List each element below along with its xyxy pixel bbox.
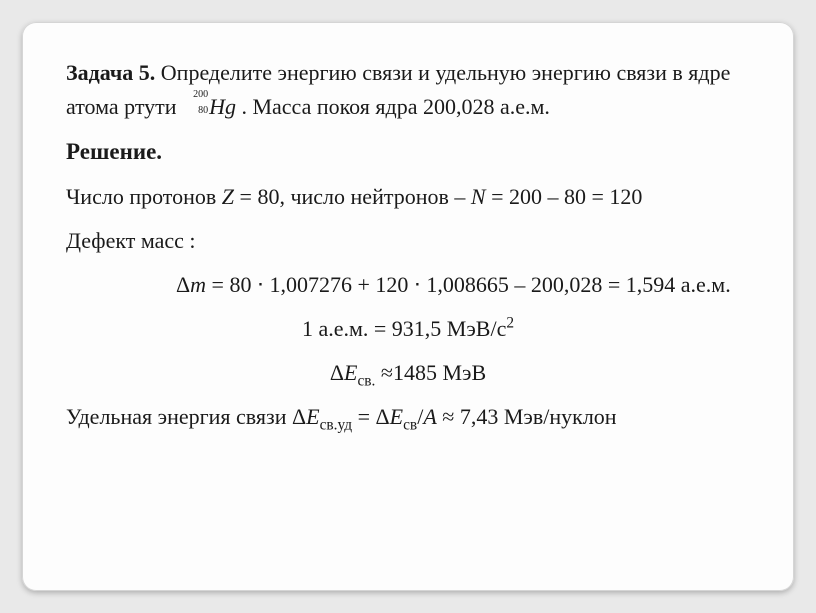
unit-conversion: 1 а.е.м. = 931,5 МэВ/с2 [66,312,750,346]
isotope-mass: 200 [186,90,208,100]
delta-2: Δ [330,360,344,385]
specific-eq: = Δ [352,404,390,429]
isotope-symbol: Hg [209,94,236,119]
document-card: Задача 5. Определите энергию связи и уде… [22,22,794,591]
solution-title: Решение. [66,134,750,170]
isotope-notation: 200 80 [186,90,208,116]
binding-energy: ΔEсв. ≈1485 МэВ [66,356,750,390]
specific-sub1: св.уд [320,417,353,434]
energy-sub: св. [357,373,375,390]
protons-text-c: = 200 – 80 = 120 [486,184,643,209]
isotope-atomic: 80 [186,106,208,116]
symbol-e1: E [344,360,357,385]
symbol-a: A [423,404,436,429]
delta-1: Δ [176,272,190,297]
defect-expression: Δm = 80 ⋅ 1,007276 + 120 ⋅ 1,008665 – 20… [66,268,750,302]
symbol-n: N [471,184,486,209]
specific-energy: Удельная энергия связи ΔEсв.уд = ΔEсв/A … [66,400,750,434]
symbol-e3: E [390,404,403,429]
symbol-m: m [190,272,206,297]
problem-label: Задача 5. [66,60,155,85]
symbol-e2: E [306,404,319,429]
defect-calc: = 80 ⋅ 1,007276 + 120 ⋅ 1,008665 – 200,0… [206,272,731,297]
protons-text-a: Число протонов [66,184,222,209]
unit-text: 1 а.е.м. = 931,5 МэВ/с [302,316,506,341]
document-content: Задача 5. Определите энергию связи и уде… [66,56,750,434]
defect-label: Дефект масс : [66,224,750,258]
problem-statement: Задача 5. Определите энергию связи и уде… [66,56,750,124]
protons-line: Число протонов Z = 80, число нейтронов –… [66,180,750,214]
specific-a: Удельная энергия связи Δ [66,404,306,429]
problem-text-after: . Масса покоя ядра 200,028 а.е.м. [236,94,550,119]
specific-sub2: св [403,417,417,434]
protons-text-b: = 80, число нейтронов – [234,184,471,209]
specific-value: ≈ 7,43 Мэв/нуклон [437,404,617,429]
energy-value: ≈1485 МэВ [375,360,486,385]
symbol-z: Z [222,184,234,209]
unit-sup: 2 [506,315,514,332]
